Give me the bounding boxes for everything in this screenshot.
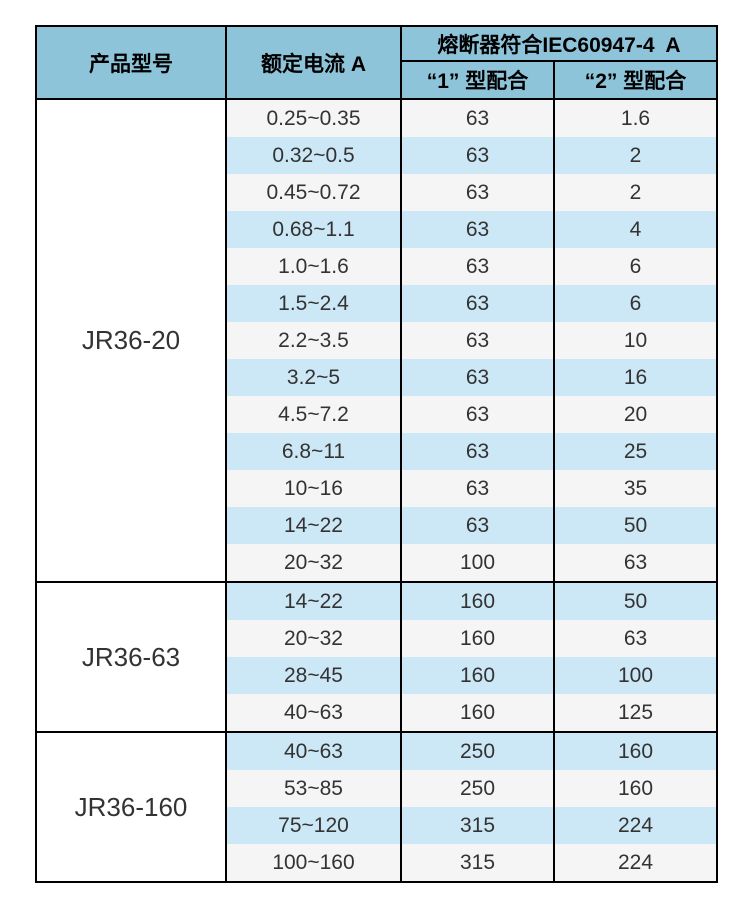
type1-fuse-cell: 160	[400, 581, 554, 620]
current-range-cell: 20~32	[225, 544, 401, 582]
header-type1-coordination: “1” 型配合	[400, 60, 555, 100]
table-row: 100~160 315 224	[36, 844, 717, 882]
current-range-cell: 40~63	[225, 694, 401, 732]
type1-fuse-cell: 160	[400, 694, 554, 732]
type1-fuse-cell: 63	[400, 211, 554, 248]
current-range-cell: 0.32~0.5	[225, 137, 401, 174]
type2-fuse-cell: 63	[553, 620, 717, 657]
table-row: 53~85 250 160	[36, 770, 717, 807]
model-cell: JR36-160	[35, 731, 227, 883]
model-cell: JR36-20	[35, 98, 227, 583]
current-range-cell: 75~120	[225, 807, 401, 844]
type1-fuse-cell: 63	[400, 174, 554, 211]
table-row: 28~45 160 100	[36, 657, 717, 694]
table-row: 10~16 63 35	[36, 470, 717, 507]
current-range-cell: 1.5~2.4	[225, 285, 401, 322]
table-row: 0.32~0.5 63 2	[36, 137, 717, 174]
current-range-cell: 53~85	[225, 770, 401, 807]
type1-fuse-cell: 160	[400, 620, 554, 657]
type1-fuse-cell: 63	[400, 99, 554, 137]
type2-fuse-cell: 160	[553, 731, 717, 770]
type1-fuse-cell: 63	[400, 470, 554, 507]
model-cell: JR36-63	[35, 581, 227, 733]
current-range-cell: 1.0~1.6	[225, 248, 401, 285]
type1-fuse-cell: 63	[400, 322, 554, 359]
type1-fuse-cell: 160	[400, 657, 554, 694]
type1-fuse-cell: 315	[400, 807, 554, 844]
type2-fuse-cell: 25	[553, 433, 717, 470]
current-range-cell: 20~32	[225, 620, 401, 657]
type2-fuse-cell: 4	[553, 211, 717, 248]
current-range-cell: 4.5~7.2	[225, 396, 401, 433]
type2-fuse-cell: 100	[553, 657, 717, 694]
table-row: 75~120 315 224	[36, 807, 717, 844]
type1-fuse-cell: 63	[400, 137, 554, 174]
fuse-coordination-table: 产品型号 额定电流 A 熔断器符合IEC60947-4 A “1” 型配合 “2…	[35, 25, 718, 883]
type1-fuse-cell: 315	[400, 844, 554, 882]
type2-fuse-cell: 2	[553, 174, 717, 211]
current-range-cell: 40~63	[225, 731, 401, 770]
type2-fuse-cell: 160	[553, 770, 717, 807]
table-row: 1.5~2.4 63 6	[36, 285, 717, 322]
type2-fuse-cell: 50	[553, 581, 717, 620]
type1-fuse-cell: 63	[400, 507, 554, 544]
type1-fuse-cell: 100	[400, 544, 554, 582]
type1-fuse-cell: 250	[400, 731, 554, 770]
current-range-cell: 14~22	[225, 507, 401, 544]
type1-fuse-cell: 63	[400, 285, 554, 322]
header-fuse-iec-group: 熔断器符合IEC60947-4 A	[400, 25, 718, 62]
table-row: 14~22 63 50	[36, 507, 717, 544]
table-row: JR36-20 0.25~0.35 63 1.6	[35, 98, 717, 583]
type1-fuse-cell: 250	[400, 770, 554, 807]
current-range-cell: 0.25~0.35	[225, 99, 401, 137]
current-range-cell: 2.2~3.5	[225, 322, 401, 359]
table-row: 1.0~1.6 63 6	[36, 248, 717, 285]
current-range-cell: 3.2~5	[225, 359, 401, 396]
type2-fuse-cell: 1.6	[553, 99, 717, 137]
table-row: 20~32 100 63	[36, 544, 717, 582]
current-range-cell: 14~22	[225, 581, 401, 620]
type1-fuse-cell: 63	[400, 396, 554, 433]
table-row: 6.8~11 63 25	[36, 433, 717, 470]
type1-fuse-cell: 63	[400, 248, 554, 285]
table-row: 20~32 160 63	[36, 620, 717, 657]
type2-fuse-cell: 6	[553, 285, 717, 322]
type2-fuse-cell: 6	[553, 248, 717, 285]
type2-fuse-cell: 10	[553, 322, 717, 359]
current-range-cell: 0.68~1.1	[225, 211, 401, 248]
type2-fuse-cell: 20	[553, 396, 717, 433]
header-product-model: 产品型号	[35, 25, 227, 100]
current-range-cell: 10~16	[225, 470, 401, 507]
type2-fuse-cell: 35	[553, 470, 717, 507]
table-row: 4.5~7.2 63 20	[36, 396, 717, 433]
current-range-cell: 28~45	[225, 657, 401, 694]
table-body: JR36-20 0.25~0.35 63 1.6 0.32~0.5 63 2 0.45~0.7…	[35, 98, 717, 883]
table-header: 产品型号 额定电流 A 熔断器符合IEC60947-4 A “1” 型配合 “2…	[35, 25, 718, 100]
header-rated-current: 额定电流 A	[225, 25, 402, 100]
current-range-cell: 100~160	[225, 844, 401, 882]
table-row: 0.45~0.72 63 2	[36, 174, 717, 211]
type1-fuse-cell: 63	[400, 433, 554, 470]
type2-fuse-cell: 224	[553, 844, 717, 882]
type2-fuse-cell: 50	[553, 507, 717, 544]
type2-fuse-cell: 63	[553, 544, 717, 582]
current-range-cell: 0.45~0.72	[225, 174, 401, 211]
table-row: JR36-63 14~22 160 50	[35, 581, 717, 733]
current-range-cell: 6.8~11	[225, 433, 401, 470]
type2-fuse-cell: 2	[553, 137, 717, 174]
type2-fuse-cell: 224	[553, 807, 717, 844]
type2-fuse-cell: 16	[553, 359, 717, 396]
type1-fuse-cell: 63	[400, 359, 554, 396]
table-row: 0.68~1.1 63 4	[36, 211, 717, 248]
header-type2-coordination: “2” 型配合	[553, 60, 718, 100]
table-row: JR36-160 40~63 250 160	[35, 731, 717, 883]
table-row: 40~63 160 125	[36, 694, 717, 732]
type2-fuse-cell: 125	[553, 694, 717, 732]
table-row: 2.2~3.5 63 10	[36, 322, 717, 359]
table-row: 3.2~5 63 16	[36, 359, 717, 396]
